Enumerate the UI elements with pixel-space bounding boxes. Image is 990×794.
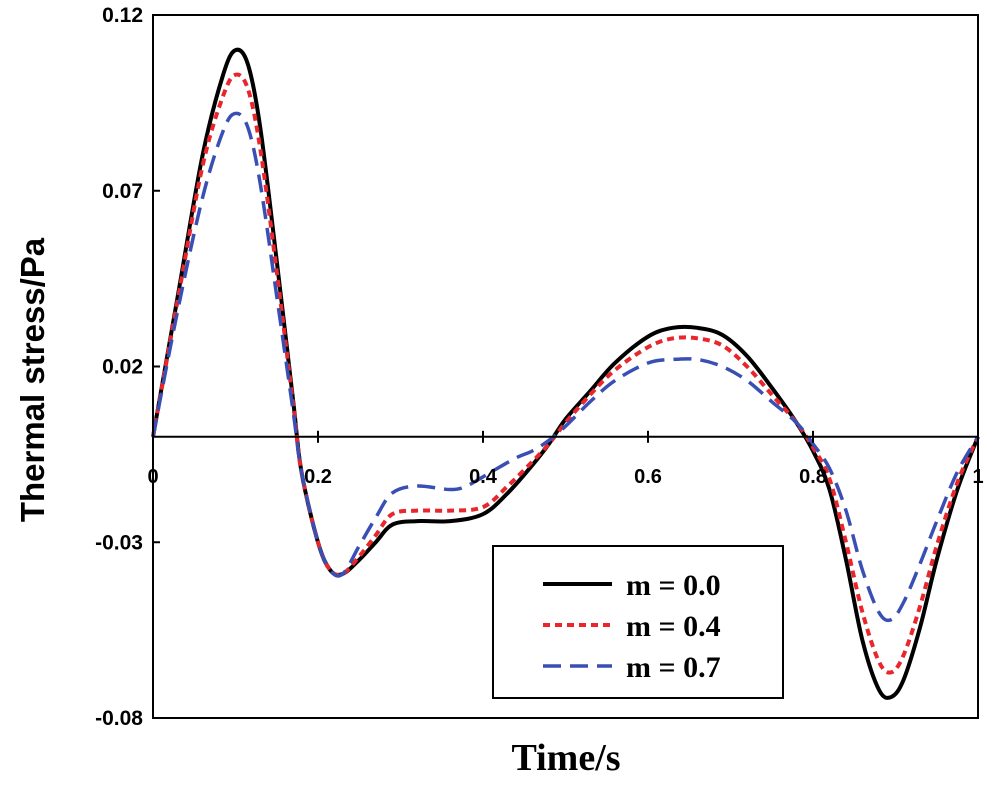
x-tick-label: 0.4	[469, 466, 498, 488]
series-line-1	[151, 72, 980, 675]
y-tick-label: -0.03	[95, 531, 143, 554]
y-tick-label: -0.08	[95, 707, 143, 730]
x-tick-label: 0.2	[304, 466, 332, 488]
legend: m = 0.0 m = 0.4 m = 0.7	[492, 545, 784, 699]
legend-label-1: m = 0.4	[626, 610, 721, 643]
legend-items: m = 0.0 m = 0.4 m = 0.7	[543, 569, 721, 684]
x-tick-label: 0.8	[799, 466, 827, 488]
series-lines	[151, 47, 980, 700]
series-line-0	[151, 47, 980, 700]
x-axis-ticks: 0 0.2 0.4 0.6 0.8 1	[147, 430, 984, 488]
x-axis-label: Time/s	[511, 737, 620, 779]
series-line-2	[151, 111, 980, 623]
legend-box	[492, 545, 784, 699]
y-tick-label: 0.07	[102, 180, 143, 203]
x-tick-label: 1	[972, 466, 983, 488]
x-tick-label: 0	[147, 466, 158, 488]
y-tick-label: 0.02	[102, 356, 143, 379]
legend-label-0: m = 0.0	[626, 569, 721, 602]
y-axis-ticks: 0.12 0.07 0.02 -0.03 -0.08	[95, 4, 160, 730]
legend-label-2: m = 0.7	[626, 651, 721, 684]
x-tick-label: 0.6	[634, 466, 662, 488]
y-axis-label: Thermal stress/Pa	[14, 237, 51, 522]
y-tick-label: 0.12	[102, 4, 143, 27]
